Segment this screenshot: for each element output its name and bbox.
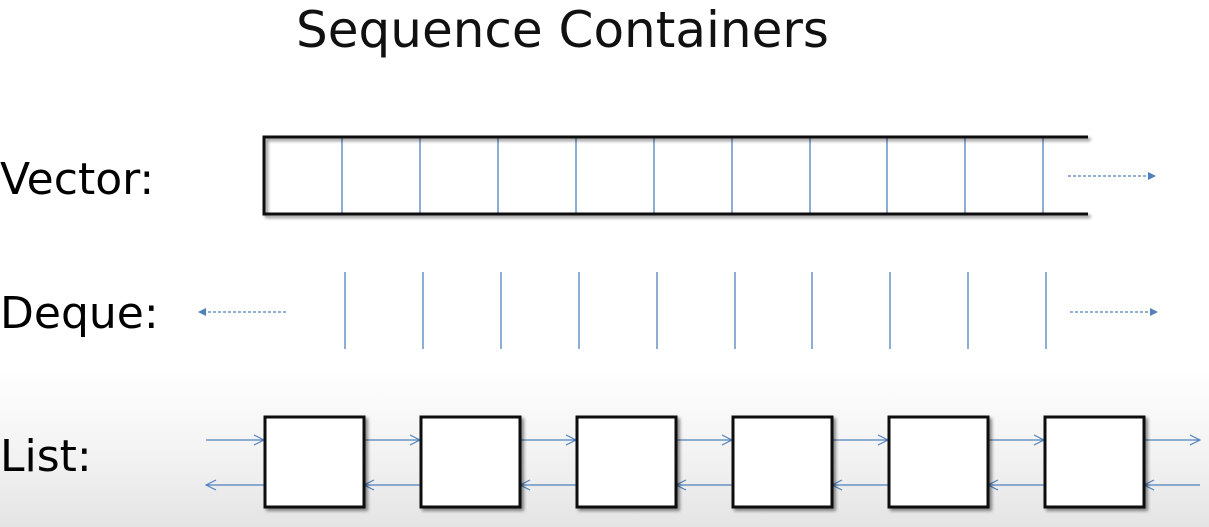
list-node (731, 415, 834, 509)
list-label: List: (0, 431, 92, 482)
deque-label: Deque: (0, 288, 159, 339)
list-node (419, 415, 522, 509)
deque-container (198, 270, 1158, 351)
list-node (1043, 415, 1146, 509)
list-node (887, 415, 990, 509)
list-node (575, 415, 678, 509)
vector-container (262, 135, 1156, 216)
vector-frame (262, 135, 1088, 216)
vector-label: Vector: (0, 154, 155, 205)
slide-title: Sequence Containers (296, 1, 829, 59)
list-node (263, 415, 366, 509)
list-container (206, 415, 1200, 509)
